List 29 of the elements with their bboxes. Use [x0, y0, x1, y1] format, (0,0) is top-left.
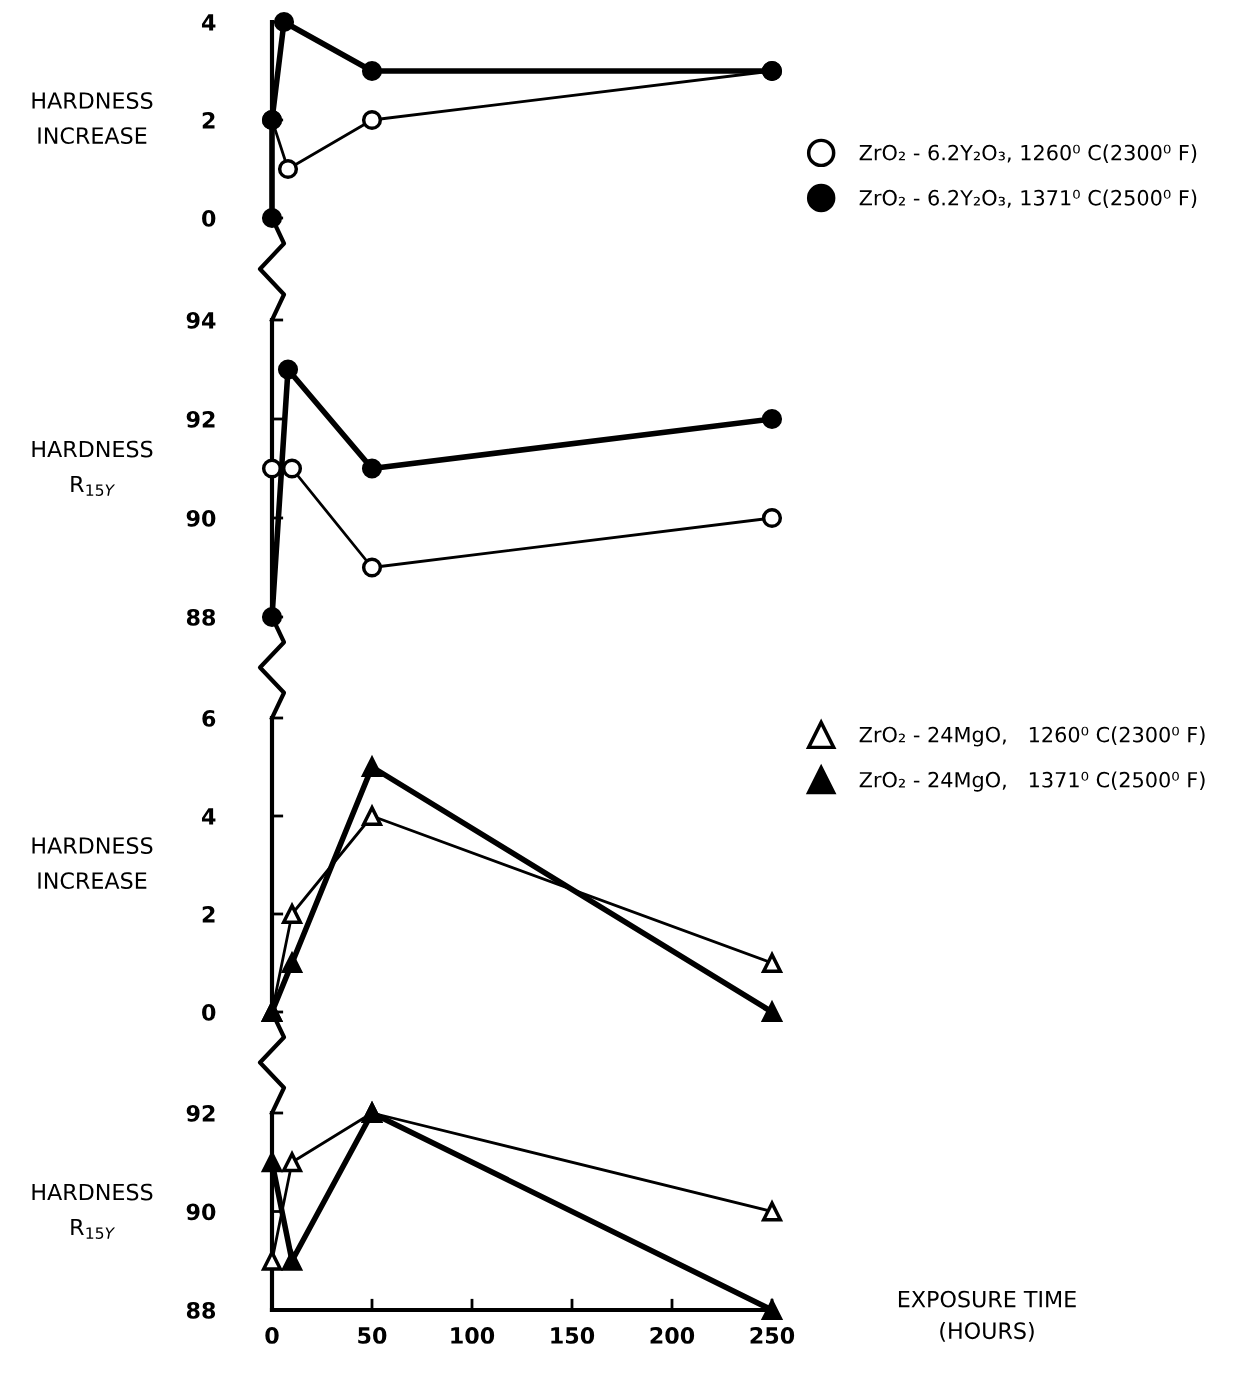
x-tick-label: 250 [750, 1327, 795, 1344]
y-tick-label: 4 [201, 808, 216, 825]
y-tick-label: 2 [202, 905, 215, 923]
legend-label: ZrO₂ - 6.2Y₂O₃, 1371⁰ C(2500⁰ F) [859, 189, 1197, 209]
y-tick-label: 88 [186, 1301, 216, 1319]
legend-label: ZrO₂ - 24MgO, 1371⁰ C(2500⁰ F) [859, 771, 1205, 792]
x-tick-label: 100 [451, 1327, 495, 1344]
y-axis-title: HARDNESS R$_{15Y}$ [32, 1183, 153, 1239]
y-tick-label: 6 [202, 709, 216, 727]
y-tick-label: 88 [186, 608, 216, 626]
y-tick-label: 90 [186, 509, 216, 527]
y-tick-label: 0 [202, 1003, 216, 1021]
legend-label: ZrO₂ - 6.2Y₂O₃, 1260⁰ C(2300⁰ F) [859, 144, 1197, 163]
y-tick-label: 0 [202, 209, 216, 227]
x-tick-label: 0 [265, 1327, 279, 1344]
y-axis-title: HARDNESS INCREASE [32, 92, 153, 144]
y-tick-label: 4 [201, 14, 216, 31]
x-tick-label: 150 [551, 1327, 595, 1344]
legend-label: ZrO₂ - 24MgO, 1260⁰ C(2300⁰ F) [859, 726, 1205, 747]
x-axis-title: EXPOSURE TIME (HOURS) [898, 1290, 1076, 1342]
x-tick-label: 200 [650, 1327, 695, 1344]
y-axis-title: HARDNESS R$_{15Y}$ [32, 440, 153, 496]
x-tick-label: 50 [358, 1327, 387, 1344]
y-tick-label: 2 [202, 111, 215, 129]
y-tick-label: 92 [186, 410, 215, 428]
y-tick-label: 92 [186, 1104, 215, 1122]
y-tick-label: 90 [186, 1203, 216, 1221]
y-tick-label: 94 [186, 311, 216, 329]
y-axis-title: HARDNESS INCREASE [32, 837, 153, 889]
